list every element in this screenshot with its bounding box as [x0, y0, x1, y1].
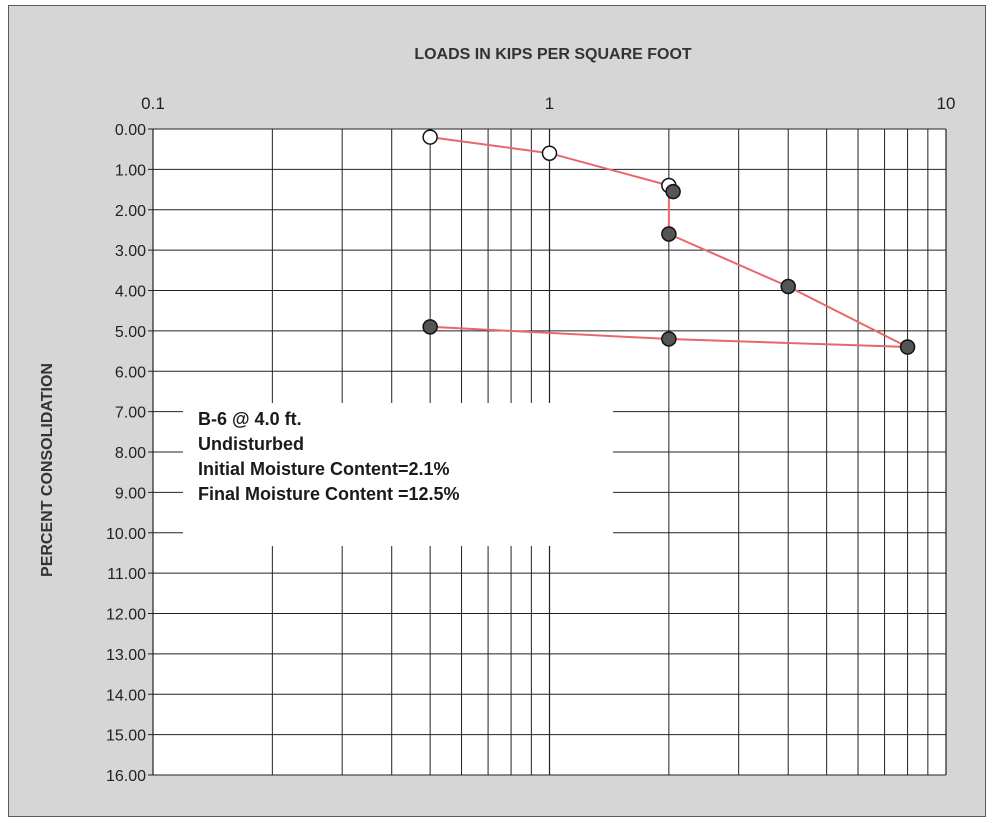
x-axis: 0.1 1 10 [141, 94, 955, 113]
y-tick-label: 8.00 [115, 445, 146, 462]
consolidation-line [429, 136, 909, 348]
y-tick-label: 9.00 [115, 485, 146, 502]
annotation-box: B-6 @ 4.0 ft. Undisturbed Initial Moistu… [183, 403, 613, 546]
x-axis-title: LOADS IN KIPS PER SQUARE FOOT [414, 46, 692, 63]
consolidation-path [429, 136, 909, 348]
y-tick-label: 1.00 [115, 162, 146, 179]
y-axis: 0.00 1.00 2.00 3.00 4.00 5.00 6.00 7.00 8.00 9.00… [106, 122, 153, 785]
y-tick-label: 3.00 [115, 243, 146, 260]
y-tick-label: 7.00 [115, 405, 146, 422]
filled-data-point [780, 278, 796, 295]
y-tick-label: 5.00 [115, 324, 146, 341]
y-tick-label: 13.00 [106, 647, 146, 664]
y-tick-label: 0.00 [115, 122, 146, 139]
annotation-initial-moisture: Initial Moisture Content=2.1% [198, 459, 450, 479]
filled-data-point [661, 226, 677, 242]
filled-data-point [661, 331, 677, 347]
y-tick-label: 4.00 [115, 284, 146, 301]
x-tick-label: 1 [545, 94, 554, 113]
y-tick-label: 10.00 [106, 526, 146, 543]
filled-data-point [665, 183, 681, 200]
y-tick-label: 14.00 [106, 687, 146, 704]
x-tick-label: 10 [937, 94, 956, 113]
y-tick-label: 12.00 [106, 607, 146, 624]
annotation-sample: B-6 @ 4.0 ft. [198, 409, 302, 429]
annotation-condition: Undisturbed [198, 434, 304, 454]
y-axis-title: PERCENT CONSOLIDATION [39, 363, 56, 577]
filled-data-point [422, 319, 438, 335]
data-points [422, 129, 916, 355]
filled-data-point [899, 339, 916, 355]
y-tick-label: 16.00 [106, 768, 146, 785]
open-data-point [422, 129, 438, 145]
x-tick-label: 0.1 [141, 94, 165, 113]
open-data-point [541, 145, 558, 161]
y-tick-label: 2.00 [115, 203, 146, 220]
y-tick-label: 11.00 [107, 566, 146, 583]
y-tick-label: 6.00 [115, 364, 146, 381]
annotation-final-moisture: Final Moisture Content =12.5% [198, 484, 460, 504]
y-tick-label: 15.00 [106, 728, 146, 745]
